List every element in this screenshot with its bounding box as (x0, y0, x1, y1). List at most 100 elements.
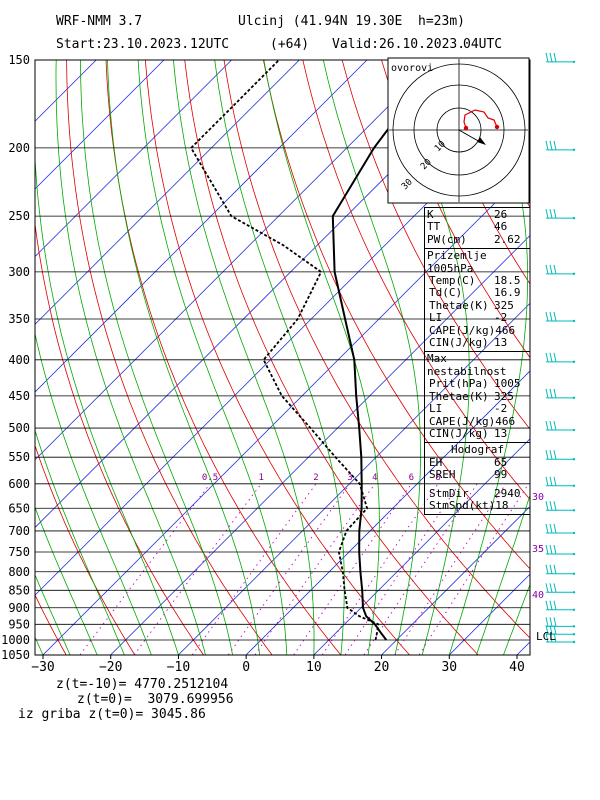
dry-adiabat (564, 0, 600, 658)
theta-label: 35 (532, 544, 544, 555)
temp-tick-label: 10 (306, 660, 322, 675)
wind-barb-dot (572, 272, 576, 276)
wind-barb-flag (549, 523, 553, 534)
wind-barb-dot (572, 319, 576, 323)
index-value: 26 (494, 208, 508, 221)
plot-frame (34, 59, 531, 656)
hodograph-label: ovorovi (391, 63, 433, 74)
mixing-ratio-line (191, 483, 317, 655)
skewt-chart: 1502002503003504004505005506006507007508… (1, 0, 600, 675)
index-label: TT (427, 220, 441, 234)
mixing-ratio-line (321, 483, 439, 655)
theta-label: 30 (532, 492, 544, 503)
wind-barb-dot (572, 625, 576, 628)
wind-barb-flag (545, 617, 549, 627)
wind-barb-flag (545, 544, 549, 555)
isotherm (313, 438, 530, 655)
mixing-ratio-label: 0.5 (202, 473, 218, 483)
dry-adiabat (144, 60, 411, 655)
index-label: K (427, 208, 434, 221)
mixing-ratio-label: 6 (409, 473, 414, 483)
isotherm (35, 60, 436, 461)
max-instability-title: Max nestabilnost (427, 352, 507, 378)
wind-barb-dot (572, 531, 576, 535)
hodograph-inset: ovorovi 10 20 30 (387, 57, 530, 204)
index-value: 46 (494, 220, 508, 234)
wind-barb-flag (549, 600, 553, 610)
wind-barb-flag (545, 311, 549, 322)
mixing-ratio-labels: 0.5 1 2 3 4 6 8 (202, 473, 441, 483)
wind-barb-dot (572, 552, 576, 556)
wind-barb-flag (549, 52, 553, 63)
mixing-ratio-line (293, 483, 412, 655)
wind-barb-flag (549, 450, 553, 460)
isotherm (110, 235, 530, 655)
temp-tick-label: −30 (31, 660, 54, 675)
surface-title: Prizemlje 1005hPa (427, 249, 487, 275)
wind-barb-flag (545, 450, 549, 460)
pressure-tick-label: 150 (8, 53, 30, 67)
mixing-ratio-line (79, 483, 211, 655)
wind-barb-flag (553, 625, 557, 635)
hodograph-frame (387, 57, 530, 204)
wind-barb-dot (572, 591, 576, 594)
dry-adiabat (420, 60, 530, 285)
start-time: 12UTC (190, 37, 230, 52)
wind-barb-flag (549, 583, 553, 593)
dry-adiabat (35, 444, 136, 655)
pressure-tick-label: 750 (8, 545, 30, 559)
wind-barb-flag (549, 625, 553, 635)
wind-barb-dot (572, 360, 576, 364)
pressure-tick-label: 450 (8, 389, 30, 403)
mixing-ratio-label: 3 (347, 473, 352, 483)
wind-barb-flag (545, 476, 549, 486)
profiles (189, 60, 444, 641)
wind-barb-flag (549, 388, 553, 398)
hodograph-point (494, 124, 500, 130)
wind-barb-flag (553, 388, 557, 398)
wind-barb-flag (553, 209, 557, 219)
surface-block: Prizemlje 1005hPa Temp(C) 18.5 Td(C) 16.9 … (424, 249, 530, 353)
lcl-label: LCL (536, 630, 556, 643)
footer-line-3: iz griba z(t=0)= 3045.86 (18, 707, 206, 722)
mixing-ratio-line (254, 483, 376, 655)
pressure-tick-label: 600 (8, 477, 30, 491)
stats-panel: K 26 TT 46 PW(cm) 2.62 Prizemlje 1005hPa Te… (424, 207, 530, 516)
axis-labels: 1502002503003504004505005506006507007508… (1, 53, 525, 675)
storm-motion-marker (477, 137, 486, 145)
isotherm (42, 167, 530, 655)
hodograf-block: Hodograf EH 65 SREH 99 StmDir 2940 StmSpd(k… (424, 443, 530, 516)
hodograph-point (463, 125, 469, 131)
index-row-pw: PW(cm) 2.62 (427, 233, 528, 246)
wind-barb-flag (545, 523, 549, 534)
wind-barb-flag (545, 352, 549, 362)
temp-tick-label: 40 (509, 660, 525, 675)
wind-barb-dot (572, 457, 576, 461)
wind-barb-flag (545, 583, 549, 593)
pressure-tick-label: 650 (8, 501, 30, 515)
wind-barb-flag (553, 52, 557, 63)
wind-barb-flag (549, 209, 553, 219)
moist-adiabat (173, 60, 315, 655)
hodograph-grid (389, 59, 528, 202)
dry-adiabat (341, 60, 530, 430)
max-instability-block: Max nestabilnost Prit(hPa) 1005 Thetae(K)… (424, 352, 530, 444)
valid-date: Valid:26.10.2023. (332, 37, 466, 52)
wind-barb-flag (549, 501, 553, 511)
dry-adiabat (35, 220, 205, 655)
wind-barb-flag (545, 209, 549, 219)
indices-block: K 26 TT 46 PW(cm) 2.62 (424, 207, 530, 250)
index-row-k: K 26 (427, 208, 528, 221)
wind-barb-flag (549, 140, 553, 150)
pressure-tick-label: 400 (8, 353, 30, 367)
isotherm (35, 60, 165, 190)
mixing-ratio-label: 1 (258, 473, 263, 483)
wind-barb-flag (553, 632, 557, 643)
wind-barb-dot (572, 148, 576, 152)
dewpoint-profile (189, 60, 380, 641)
isotherm (381, 505, 530, 655)
temp-tick-label: 20 (374, 660, 390, 675)
moist-adiabat (35, 332, 152, 655)
wind-barb-flag (545, 388, 549, 398)
wind-barb-dot (572, 640, 576, 644)
